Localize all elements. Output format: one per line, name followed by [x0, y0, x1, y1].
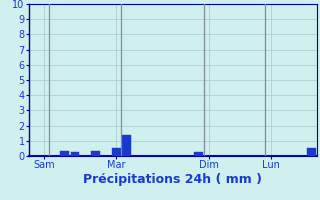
Bar — [194, 152, 203, 156]
Bar — [71, 152, 79, 156]
Bar — [91, 151, 100, 156]
Bar — [307, 148, 316, 156]
X-axis label: Précipitations 24h ( mm ): Précipitations 24h ( mm ) — [83, 173, 262, 186]
Bar — [112, 148, 121, 156]
Bar — [60, 151, 69, 156]
Bar — [122, 135, 131, 156]
